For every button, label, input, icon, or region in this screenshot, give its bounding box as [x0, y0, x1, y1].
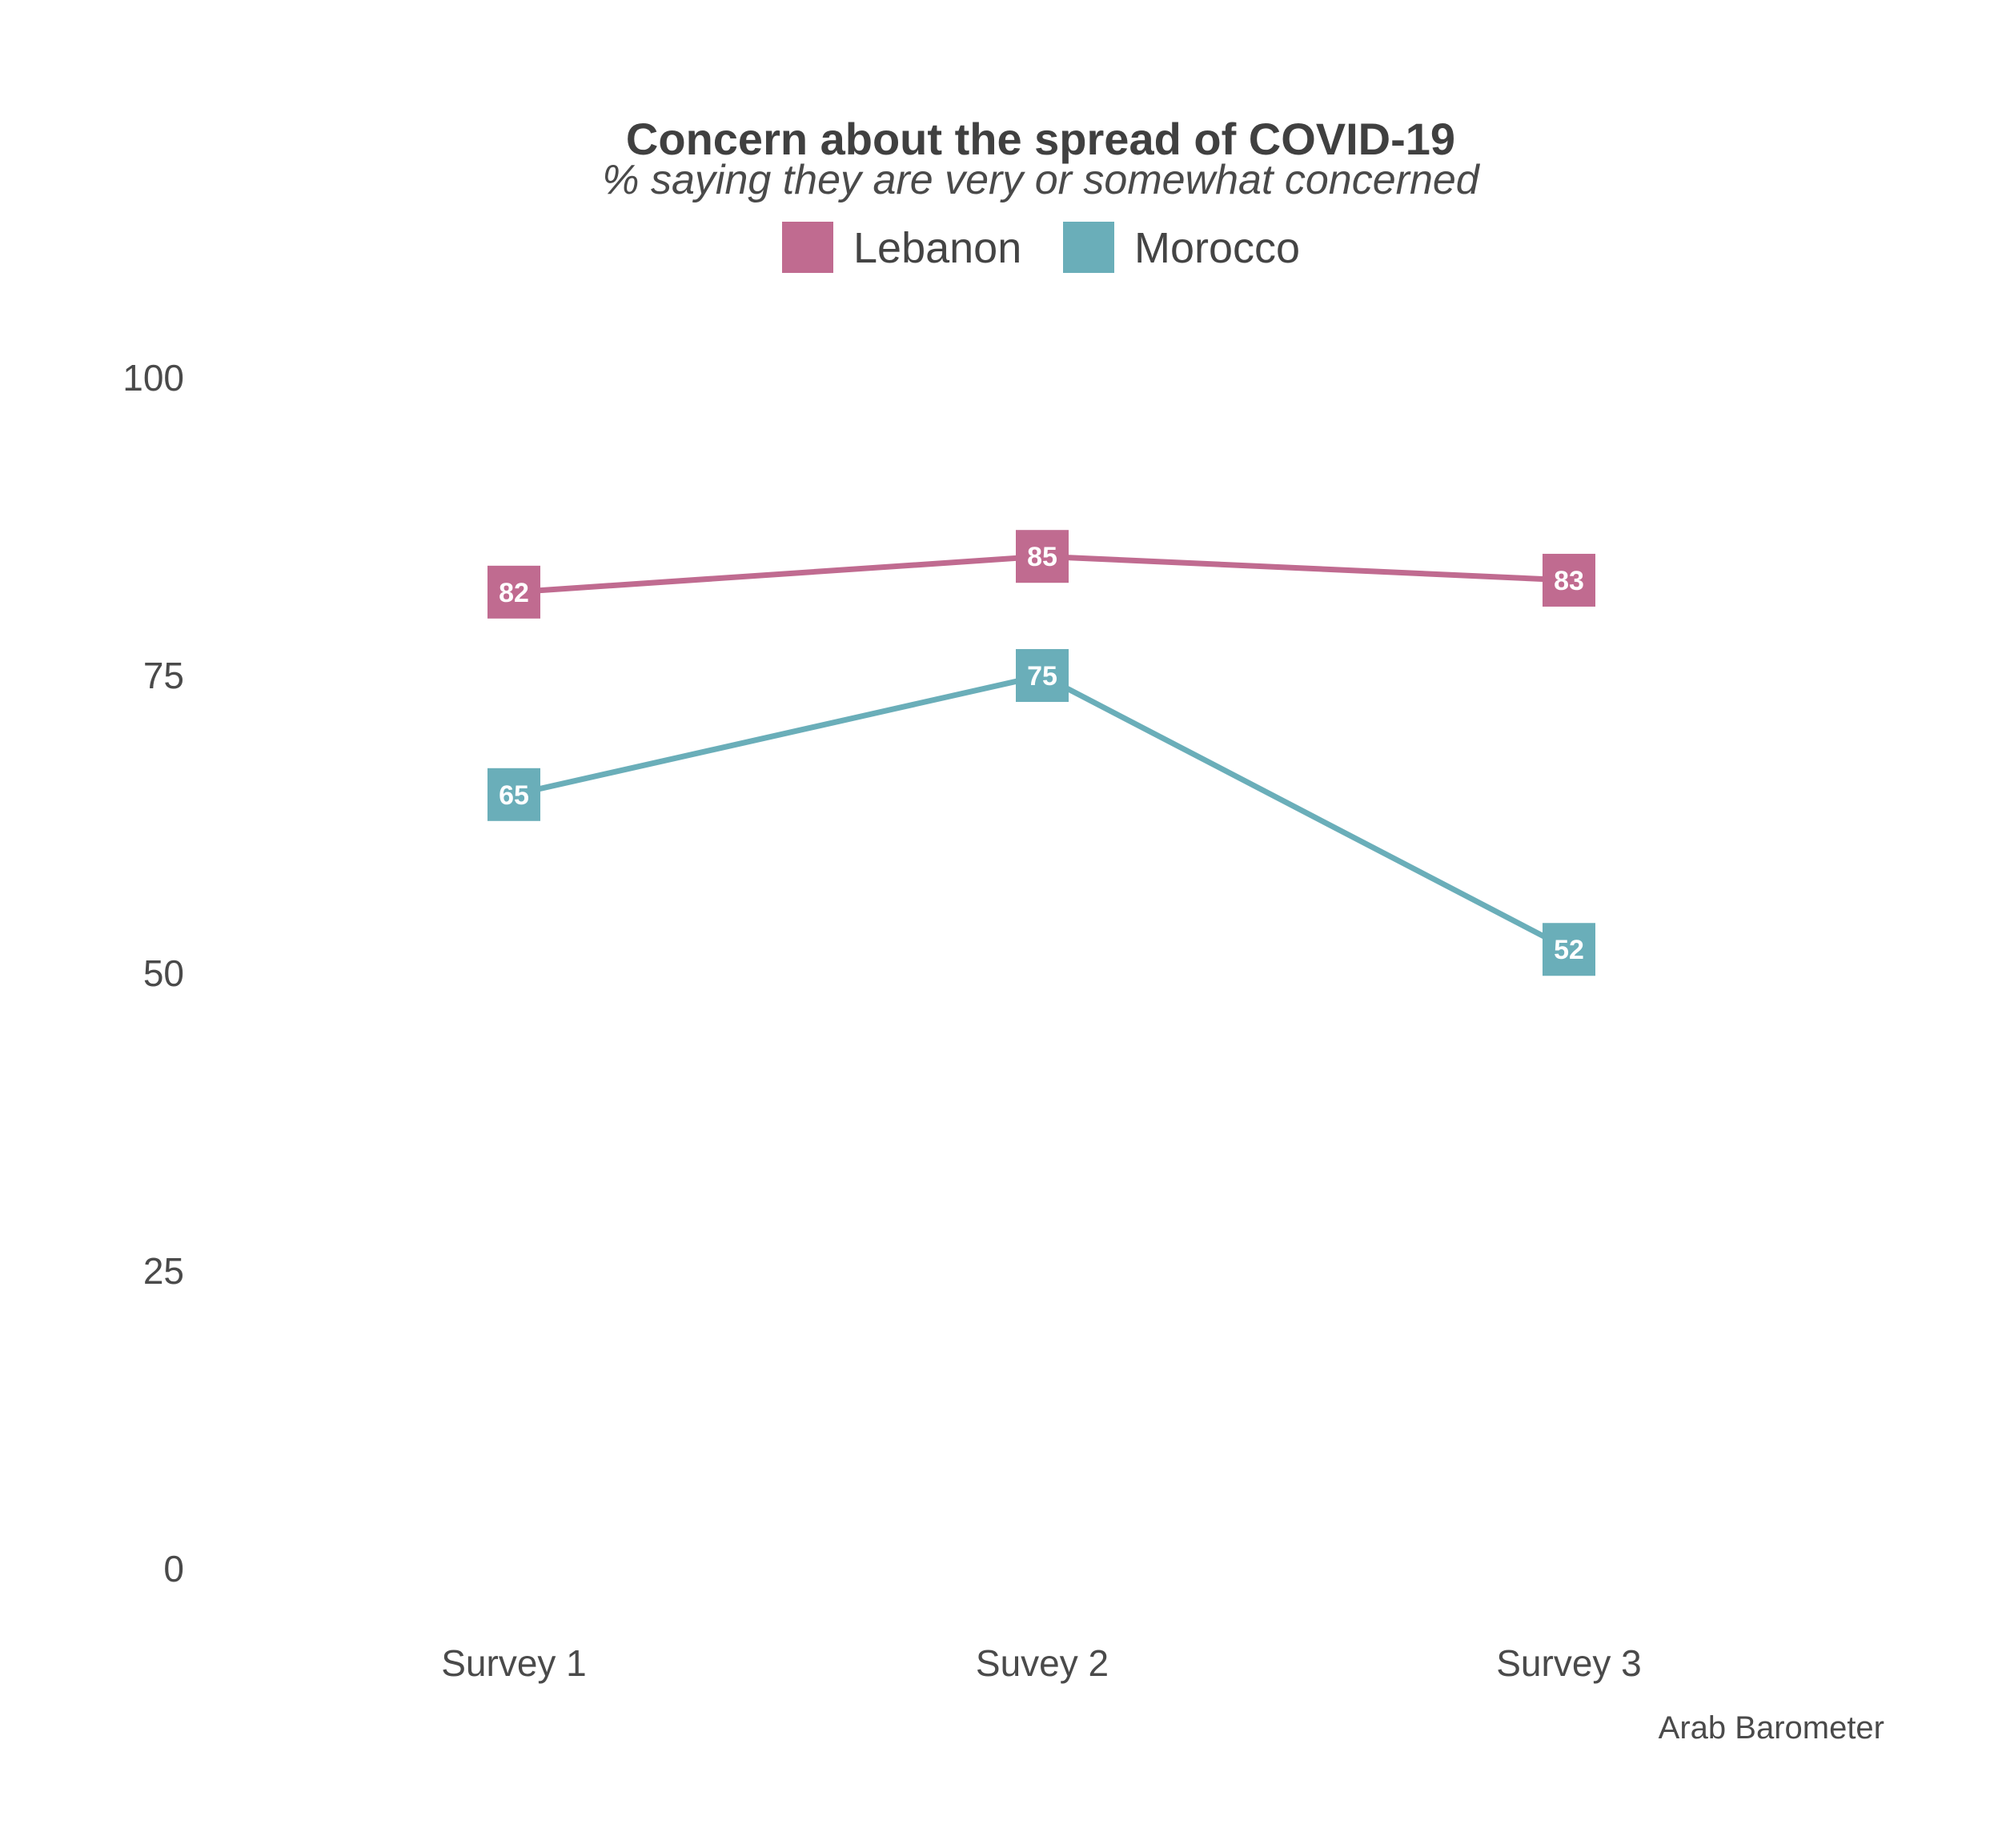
chart-subtitle: % saying they are very or somewhat conce…: [602, 157, 1481, 203]
legend-swatch: [1063, 222, 1114, 273]
series-morocco: 65 75 52: [487, 649, 1595, 976]
y-tick-label: 50: [143, 952, 184, 994]
data-point: 85: [1016, 530, 1069, 583]
source-caption: Arab Barometer: [1659, 1710, 1884, 1746]
data-label: 83: [1554, 566, 1584, 596]
data-point: 75: [1016, 649, 1069, 702]
data-label: 75: [1027, 661, 1057, 691]
data-marker: [1543, 923, 1595, 976]
data-marker: [1016, 649, 1069, 702]
data-label: 82: [499, 578, 529, 608]
chart-title: Concern about the spread of COVID-19: [626, 114, 1455, 164]
series-line: [511, 672, 1572, 952]
data-point: 82: [487, 565, 540, 619]
data-label: 65: [499, 780, 529, 811]
legend-label: Morocco: [1134, 224, 1300, 272]
x-tick-label: Survey 1: [441, 1642, 587, 1684]
data-marker: [1543, 553, 1595, 607]
data-label: 85: [1027, 542, 1057, 572]
x-axis: Survey 1 Suvey 2 Survey 3: [441, 1642, 1642, 1684]
x-tick-label: Survey 3: [1496, 1642, 1642, 1684]
plot-area: 82 85 83 65 75 52: [487, 530, 1595, 976]
legend-item-morocco: Morocco: [1063, 222, 1300, 273]
y-tick-label: 25: [143, 1250, 184, 1292]
data-point: 52: [1543, 923, 1595, 976]
series-lebanon: 82 85 83: [487, 530, 1595, 619]
y-tick-label: 75: [143, 655, 184, 696]
y-tick-label: 100: [122, 357, 184, 399]
legend-swatch: [782, 222, 833, 273]
data-marker: [1016, 530, 1069, 583]
legend-label: Lebanon: [853, 224, 1021, 272]
legend: Lebanon Morocco: [782, 222, 1300, 273]
y-axis: 0 25 50 75 100: [122, 357, 184, 1589]
data-label: 52: [1554, 935, 1584, 965]
legend-item-lebanon: Lebanon: [782, 222, 1021, 273]
data-marker: [487, 768, 540, 821]
y-tick-label: 0: [163, 1548, 184, 1589]
data-point: 65: [487, 768, 540, 821]
x-tick-label: Suvey 2: [976, 1642, 1109, 1684]
data-marker: [487, 565, 540, 619]
data-point: 83: [1543, 553, 1595, 607]
